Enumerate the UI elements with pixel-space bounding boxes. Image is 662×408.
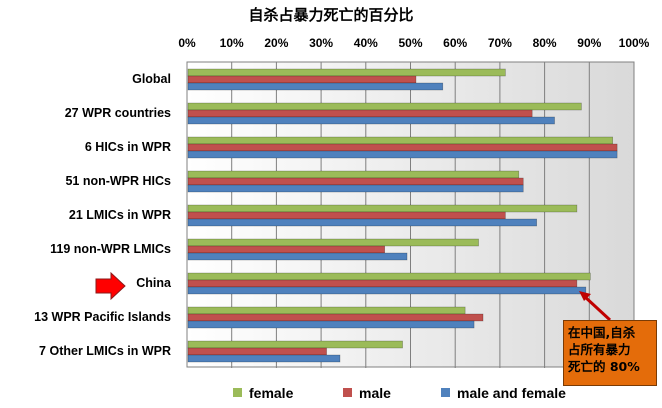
- legend-swatch: [343, 388, 352, 397]
- bar-male-and-female: [187, 252, 408, 261]
- chart-title: 自杀占暴力死亡的百分比: [248, 6, 413, 24]
- legend-swatch: [441, 388, 450, 397]
- bar-female: [187, 102, 582, 111]
- bar-male-and-female: [187, 184, 524, 193]
- callout-arrowhead-icon: [579, 291, 591, 301]
- bar-male: [187, 347, 327, 356]
- category-label: 27 WPR countries: [65, 106, 171, 120]
- bar-female: [187, 136, 613, 145]
- bar-female: [187, 238, 479, 247]
- bar-female: [187, 204, 578, 213]
- bar-male: [187, 75, 417, 84]
- category-label: 13 WPR Pacific Islands: [34, 310, 171, 324]
- x-tick-label: 80%: [533, 36, 557, 50]
- category-label: China: [136, 276, 172, 290]
- x-tick-label: 20%: [264, 36, 288, 50]
- annotation-line-3: 死亡的 80%: [568, 359, 640, 374]
- bar-male: [187, 177, 524, 186]
- annotation-line-2: 占所有暴力: [568, 342, 631, 357]
- annotation-line-1: 在中国,自杀: [568, 325, 636, 340]
- bar-male: [187, 245, 385, 254]
- x-tick-label: 50%: [398, 36, 422, 50]
- bar-male-and-female: [187, 320, 475, 329]
- bar-male: [187, 211, 506, 220]
- bar-female: [187, 68, 506, 77]
- category-label: 21 LMICs in WPR: [69, 208, 171, 222]
- bar-male: [187, 279, 578, 288]
- legend-label: male and female: [457, 385, 566, 401]
- bar-male-and-female: [187, 286, 587, 295]
- category-label: 51 non-WPR HICs: [65, 174, 171, 188]
- bar-female: [187, 306, 466, 315]
- bar-female: [187, 170, 520, 179]
- x-tick-label: 60%: [443, 36, 467, 50]
- legend: female male male and female: [233, 385, 566, 401]
- bar-male-and-female: [187, 218, 537, 227]
- category-label: 7 Other LMICs in WPR: [39, 344, 171, 358]
- bar-female: [187, 340, 403, 349]
- x-tick-label: 90%: [577, 36, 601, 50]
- bar-male-and-female: [187, 150, 618, 159]
- bar-female: [187, 272, 591, 281]
- category-label: Global: [132, 72, 171, 86]
- y-axis-categories: Global 27 WPR countries 6 HICs in WPR 51 no…: [34, 72, 172, 358]
- annotation-box: 在中国,自杀 占所有暴力 死亡的 80%: [563, 320, 657, 386]
- callout-arrow-line: [582, 294, 612, 322]
- x-tick-label: 100%: [619, 36, 650, 50]
- bars: [187, 68, 618, 363]
- legend-swatch: [233, 388, 242, 397]
- category-label: 119 non-WPR LMICs: [50, 242, 171, 256]
- bar-male-and-female: [187, 82, 444, 91]
- x-tick-label: 70%: [488, 36, 512, 50]
- bar-male: [187, 109, 533, 118]
- x-axis-ticks: 0% 10% 20% 30% 40% 50% 60% 70% 80% 90% 100%: [178, 36, 649, 50]
- china-arrow-icon: [95, 271, 126, 301]
- x-tick-label: 10%: [220, 36, 244, 50]
- category-label: 6 HICs in WPR: [85, 140, 171, 154]
- legend-label: male: [359, 385, 391, 401]
- bar-male: [187, 143, 618, 152]
- bar-male-and-female: [187, 116, 555, 125]
- x-tick-label: 30%: [309, 36, 333, 50]
- legend-label: female: [249, 385, 294, 401]
- bar-male: [187, 313, 484, 322]
- x-tick-label: 0%: [178, 36, 196, 50]
- x-tick-label: 40%: [354, 36, 378, 50]
- bar-male-and-female: [187, 354, 341, 363]
